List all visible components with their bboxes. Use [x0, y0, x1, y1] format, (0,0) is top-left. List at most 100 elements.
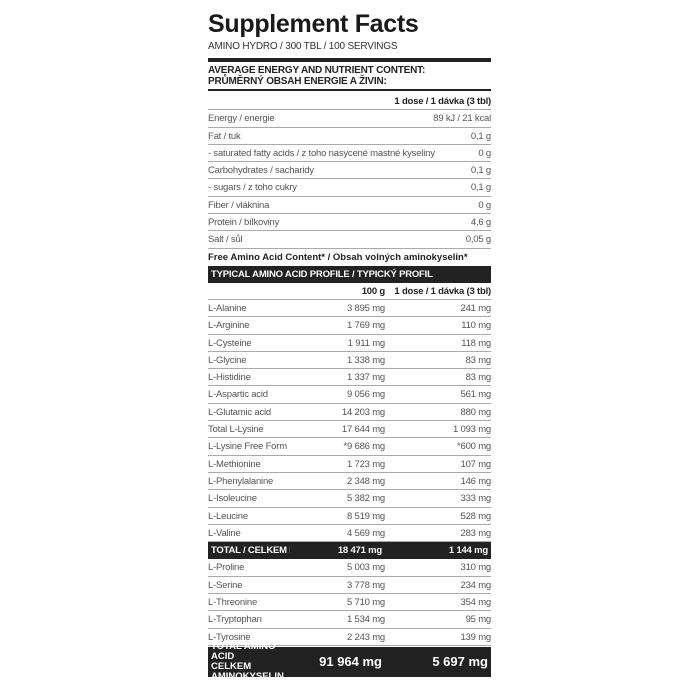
grand-total-name: TOTAL AMINO ACID CELKEM AMINOKYSELIN: [211, 640, 290, 682]
amino-per100: 14 203 mg: [341, 406, 385, 418]
nutrient-row: Salt / sůl 0,05 g: [208, 231, 491, 249]
amino-name: L-Glutamic acid: [208, 406, 271, 418]
amino-dose: 561 mg: [460, 389, 492, 401]
nutrient-name: Fat / tuk: [208, 130, 241, 142]
grand-total-line2: CELKEM AMINOKYSELIN: [211, 660, 284, 682]
nutrient-table: Energy / energie 89 kJ / 21 kcal Fat / tuk…: [208, 110, 491, 249]
amino-dose: 1 093 mg: [452, 424, 491, 436]
grand-total-row: TOTAL AMINO ACID CELKEM AMINOKYSELIN 91 9…: [208, 641, 491, 681]
nutrient-value: 0,1 g: [470, 182, 491, 194]
amino-name: L-Threonine: [208, 597, 258, 609]
nutrient-row: - sugars / z toho cukry 0,1 g: [208, 179, 491, 197]
nutrient-value: 0 g: [478, 147, 491, 159]
nutrient-name: Salt / sůl: [208, 234, 243, 246]
amino-dose: 528 mg: [460, 510, 492, 522]
nutrient-value: 0 g: [478, 199, 491, 211]
amino-dose: 139 mg: [460, 631, 492, 643]
nutrient-header-en: AVERAGE ENERGY AND NUTRIENT CONTENT:: [208, 65, 426, 76]
amino-per100: 2 348 mg: [346, 475, 385, 487]
grand-total-dose: 5 697 mg: [432, 654, 488, 670]
amino-dose: 110 mg: [461, 320, 491, 332]
amino-name: L-Aspartic acid: [208, 389, 268, 401]
amino-name: L-Tyrosine: [208, 631, 251, 643]
amino-per100: 9 056 mg: [346, 389, 385, 401]
amino-table-a: L-Alanine 3 895 mg 241 mg L-Arginine 1 769 m…: [208, 300, 492, 543]
amino-name: Total L-Lysine: [208, 424, 264, 436]
amino-row: L-Glycine 1 338 mg 83 mg: [208, 352, 492, 370]
amino-dose: 354 mg: [460, 597, 492, 609]
amino-per100: 5 003 mg: [346, 562, 385, 574]
nutrient-name: Protein / bílkoviny: [208, 217, 280, 229]
nutrient-value: 0,05 g: [465, 234, 491, 246]
nutrient-name: Energy / energie: [208, 113, 275, 125]
nutrient-row: Protein / bílkoviny 4,6 g: [208, 214, 491, 232]
amino-per100: 8 519 mg: [346, 510, 385, 522]
label-title: Supplement Facts: [208, 10, 419, 38]
amino-row: L-Methionine 1 723 mg 107 mg: [208, 456, 491, 473]
amino-row: L-Glutamic acid 14 203 mg 880 mg: [208, 404, 492, 422]
amino-per100: 1 534 mg: [346, 614, 385, 626]
dose-header-row: 1 dose / 1 dávka (3 tbl): [208, 93, 491, 111]
row-per100: 18 471 mg: [337, 545, 382, 557]
nutrient-row: Fat / tuk 0,1 g: [208, 128, 491, 145]
amino-row: L-Proline 5 003 mg 310 mg: [208, 559, 492, 577]
amino-name: L-Histidine: [208, 372, 251, 384]
amino-name: L-Glycine: [208, 354, 247, 366]
amino-profile-header: TYPICAL AMINO ACID PROFILE / TYPICKÝ PRO…: [208, 265, 491, 297]
amino-dose: 83 mg: [465, 354, 492, 366]
amino-dose: 241 mg: [460, 302, 492, 314]
nutrient-header-cz: PRŮMĚRNÝ OBSAH ENERGIE A ŽIVIN:: [208, 76, 387, 87]
amino-name: L-Proline: [208, 562, 245, 574]
amino-name: L-Leucine: [208, 510, 248, 522]
amino-per100: 1 769 mg: [346, 320, 385, 332]
column-dose: 1 dose / 1 dávka (3 tbl): [394, 285, 491, 297]
amino-dose: 118 mg: [461, 337, 491, 349]
amino-per100: 17 644 mg: [341, 424, 385, 436]
amino-name: L-Valine: [208, 527, 241, 539]
amino-per100: 1 337 mg: [346, 372, 385, 384]
amino-row: L-Arginine 1 769 mg 110 mg: [208, 317, 491, 335]
amino-name: L-Phenylalanine: [208, 475, 274, 487]
amino-per100: *9 686 mg: [343, 441, 385, 453]
nutrient-value: 4,6 g: [470, 217, 491, 229]
amino-row: Total L-Lysine 17 644 mg 1 093 mg: [208, 421, 491, 439]
nutrient-name: - saturated fatty acids / z toho nasycen…: [208, 147, 435, 159]
nutrient-row: Energy / energie 89 kJ / 21 kcal: [208, 110, 491, 128]
nutrient-name: Fiber / vláknina: [208, 199, 270, 211]
free-amino-note: Free Amino Acid Content* / Obsah volných…: [208, 251, 468, 263]
amino-per100: 5 382 mg: [346, 493, 385, 505]
amino-dose: 880 mg: [460, 406, 492, 418]
amino-dose: 234 mg: [460, 579, 492, 591]
amino-per100: 3 895 mg: [346, 302, 385, 314]
row-name: TOTAL / CELKEM BCAA: [211, 545, 290, 557]
amino-name: L-Serine: [208, 579, 243, 591]
supplement-facts-label: Supplement Facts AMINO HYDRO / 300 TBL /…: [208, 8, 492, 681]
amino-row: L-Lysine Free Form *9 686 mg *600 mg: [208, 438, 491, 456]
amino-row: L-Tryptophan 1 534 mg 95 mg: [208, 611, 491, 629]
amino-dose: 333 mg: [460, 493, 492, 505]
amino-row: L-Aspartic acid 9 056 mg 561 mg: [208, 386, 492, 404]
amino-row: L-Alanine 3 895 mg 241 mg: [208, 300, 492, 318]
nutrient-name: Carbohydrates / sacharidy: [208, 165, 314, 177]
divider: [208, 89, 491, 91]
amino-row: L-Threonine 5 710 mg 354 mg: [208, 594, 492, 612]
amino-row: L-Serine 3 778 mg 234 mg: [208, 577, 492, 595]
dose-column-header: 1 dose / 1 dávka (3 tbl): [394, 96, 491, 107]
nutrient-value: 0,1 g: [470, 165, 491, 177]
amino-dose: 310 mg: [460, 562, 492, 574]
amino-row: L-Leucine 8 519 mg 528 mg: [208, 508, 491, 525]
amino-name: L-Cysteine: [208, 337, 252, 349]
amino-per100: 1 338 mg: [346, 354, 385, 366]
amino-name: L-Arginine: [208, 320, 250, 332]
grand-total-line1: TOTAL AMINO ACID: [211, 640, 276, 662]
amino-name: L-Lysine Free Form: [208, 441, 287, 453]
amino-dose: *600 mg: [457, 441, 491, 453]
bcaa-total-row: TOTAL / CELKEM BCAA 18 471 mg 1 144 mg: [208, 542, 491, 560]
amino-per100: 3 778 mg: [346, 579, 385, 591]
nutrient-row: Carbohydrates / sacharidy 0,1 g: [208, 162, 491, 180]
nutrient-row: - saturated fatty acids / z toho nasycen…: [208, 145, 491, 163]
amino-dose: 146 mg: [460, 475, 492, 487]
amino-row: L-Valine 4 569 mg 283 mg: [208, 525, 491, 543]
product-subtitle: AMINO HYDRO / 300 TBL / 100 SERVINGS: [208, 41, 398, 52]
amino-name: L-Isoleucine: [208, 493, 257, 505]
